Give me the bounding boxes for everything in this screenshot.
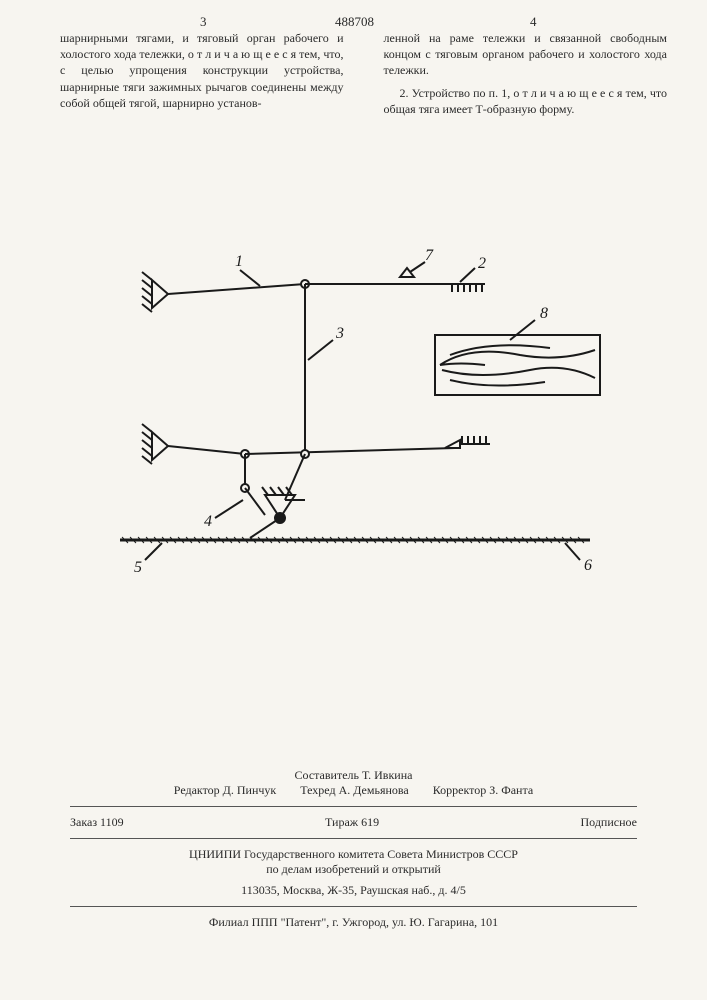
lever-lower-a <box>168 446 245 454</box>
label-3: 3 <box>335 325 344 342</box>
guide-triangle-7 <box>400 268 414 277</box>
label-8: 8 <box>540 305 548 322</box>
addr2: Филиал ППП "Патент", г. Ужгород, ул. Ю. … <box>50 915 657 930</box>
order-row: Заказ 1109 Тираж 619 Подписное <box>50 815 657 830</box>
pivot-fork-4 <box>245 487 305 538</box>
col-right-p2: 2. Устройство по п. 1, о т л и ч а ю щ е… <box>384 85 668 117</box>
label-6: 6 <box>584 557 592 574</box>
label-1: 1 <box>235 253 243 270</box>
divider-3 <box>70 906 637 907</box>
compiler-name: Т. Ивкина <box>362 768 412 782</box>
log-8 <box>435 335 600 395</box>
hinge-lower <box>142 424 168 464</box>
corrector: Корректор З. Фанта <box>433 783 533 798</box>
label-5: 5 <box>134 559 142 576</box>
credits-row: Редактор Д. Пинчук Техред А. Демьянова К… <box>50 783 657 798</box>
subscription: Подписное <box>581 815 638 830</box>
column-right: ленной на раме тележки и связанной свобо… <box>384 30 668 117</box>
document-id: 488708 <box>335 14 374 30</box>
col-left-text: шарнирными тягами, и тяговый орган рабоч… <box>60 31 344 110</box>
addr1: 113035, Москва, Ж-35, Раушская наб., д. … <box>50 883 657 898</box>
col-right-p1: ленной на раме тележки и связанной свобо… <box>384 30 668 79</box>
page: 3 488708 4 шарнирными тягами, и тяговый … <box>0 0 707 1000</box>
label-2: 2 <box>478 255 486 272</box>
diagram-svg: 1 2 3 4 5 6 7 8 <box>90 240 610 610</box>
divider-1 <box>70 806 637 807</box>
page-number-right: 4 <box>530 14 537 30</box>
clamp-upper <box>450 284 485 292</box>
compiler-line: Составитель Т. Ивкина <box>50 768 657 783</box>
divider-2 <box>70 838 637 839</box>
org2: по делам изобретений и открытий <box>50 862 657 877</box>
label-4: 4 <box>204 513 212 530</box>
lever-upper-left <box>168 284 305 294</box>
compiler-label: Составитель <box>295 768 359 782</box>
org1: ЦНИИПИ Государственного комитета Совета … <box>50 847 657 862</box>
circulation: Тираж 619 <box>325 815 379 830</box>
page-number-left: 3 <box>200 14 207 30</box>
lever-lower-b <box>245 448 455 454</box>
footer: Составитель Т. Ивкина Редактор Д. Пинчук… <box>50 768 657 930</box>
hinge-upper <box>142 272 168 312</box>
order: Заказ 1109 <box>70 815 124 830</box>
traction-rope <box>120 537 590 543</box>
column-left: шарнирными тягами, и тяговый орган рабоч… <box>60 30 344 117</box>
text-columns: шарнирными тягами, и тяговый орган рабоч… <box>60 30 667 117</box>
techred: Техред А. Демьянова <box>300 783 409 798</box>
label-7: 7 <box>425 247 434 264</box>
editor: Редактор Д. Пинчук <box>174 783 276 798</box>
diagram: 1 2 3 4 5 6 7 8 <box>90 240 610 610</box>
clamp-lower <box>445 436 490 448</box>
